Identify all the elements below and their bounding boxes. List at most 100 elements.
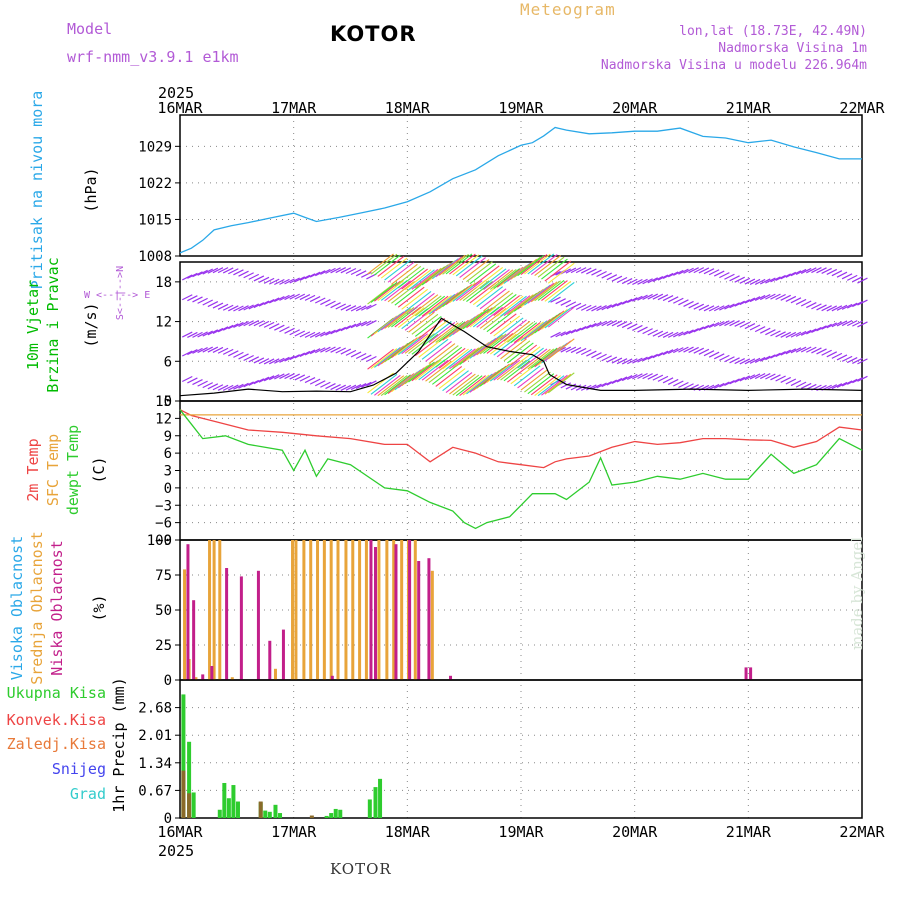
wind-barb bbox=[233, 321, 244, 328]
clouds-y-tick-label: 50 bbox=[155, 603, 172, 619]
wind-barb bbox=[350, 268, 362, 276]
wind-barb bbox=[517, 347, 544, 369]
wind-barb bbox=[744, 297, 756, 304]
wind-barb bbox=[647, 329, 659, 336]
wind-barb bbox=[611, 320, 623, 327]
wind-barb bbox=[367, 348, 394, 370]
wind-barb bbox=[596, 320, 607, 327]
wind-compass: W <--|--> E bbox=[84, 290, 150, 301]
pressure-y-tick-label: 1029 bbox=[138, 139, 172, 155]
wind-barb bbox=[580, 349, 592, 356]
wind-barb bbox=[627, 323, 638, 330]
wind-barb bbox=[550, 296, 561, 303]
wind-barb bbox=[462, 308, 490, 330]
wind-barb bbox=[537, 375, 565, 397]
sfc-temp-side-label: SFC Temp bbox=[44, 434, 62, 506]
low-cloud-bar bbox=[417, 561, 421, 680]
wind-barb bbox=[361, 271, 372, 278]
wind-barb bbox=[493, 268, 521, 289]
wind-barb bbox=[530, 281, 558, 303]
wind-barb bbox=[442, 348, 469, 370]
total-precip-bar bbox=[235, 801, 240, 818]
wind-barb bbox=[462, 259, 490, 280]
bottom-x-tick-label: 16MAR bbox=[157, 823, 203, 841]
wind-barb bbox=[253, 320, 265, 327]
model-label: Model bbox=[67, 20, 113, 38]
snow-side-label: Snijeg bbox=[52, 760, 106, 778]
temperature-y-tick-label: 9 bbox=[164, 429, 172, 445]
wind-barb bbox=[770, 352, 781, 359]
wind-barb bbox=[729, 302, 740, 309]
temperature-ylabel: (C) bbox=[90, 456, 108, 483]
wind-barb bbox=[294, 330, 306, 337]
wind-barb bbox=[541, 258, 568, 280]
mid-cloud-bar bbox=[344, 540, 348, 680]
wind-barb bbox=[432, 363, 459, 385]
station-title: KOTOR bbox=[330, 22, 417, 46]
mid-cloud-bar bbox=[430, 570, 434, 680]
wind-barb bbox=[366, 380, 377, 387]
wind-barb bbox=[637, 356, 648, 363]
wind-barb bbox=[449, 348, 476, 370]
wind-barb bbox=[537, 279, 565, 301]
wind-barb bbox=[591, 383, 602, 390]
wind-barb bbox=[421, 359, 449, 381]
wind-barb bbox=[496, 295, 524, 317]
wind-barb bbox=[274, 278, 285, 286]
low-cloud-bar bbox=[394, 544, 398, 680]
mid-cloud-side-label: Srednja Oblacnost bbox=[28, 531, 46, 685]
wind-barb bbox=[816, 304, 827, 311]
wind-barb bbox=[703, 268, 715, 275]
wind-barb bbox=[414, 295, 442, 317]
wind-barb bbox=[703, 305, 715, 312]
wind-barb bbox=[274, 324, 285, 331]
wind-compass-ns: S<--|-->N bbox=[115, 266, 126, 320]
wind-barb bbox=[493, 295, 521, 316]
wind-barb bbox=[520, 254, 548, 276]
wind-barb bbox=[182, 294, 193, 301]
wind-barb bbox=[449, 253, 476, 275]
wind-barb bbox=[263, 277, 275, 284]
wind-barb bbox=[759, 355, 771, 362]
wind-barb bbox=[775, 351, 786, 358]
wind-barb bbox=[785, 331, 797, 338]
wind-barb bbox=[243, 320, 254, 327]
wind-barb bbox=[826, 268, 838, 275]
wind-barb bbox=[274, 373, 285, 380]
wind-barb bbox=[489, 269, 517, 290]
coordinates-text: lon,lat (18.73E, 42.49N) bbox=[679, 24, 867, 39]
wind-barb bbox=[238, 382, 249, 389]
pressure-ylabel: (hPa) bbox=[82, 167, 100, 212]
total-precip-bar bbox=[263, 810, 268, 818]
wind-barb bbox=[520, 369, 548, 391]
wind-barb bbox=[493, 359, 521, 381]
mid-cloud-bar bbox=[322, 540, 326, 680]
wind-barb bbox=[775, 331, 786, 338]
mid-cloud-bar bbox=[377, 540, 381, 680]
wind-barb bbox=[404, 269, 432, 291]
wind-barb bbox=[309, 331, 321, 338]
wind-barb bbox=[294, 374, 306, 381]
wind-barb bbox=[212, 302, 224, 309]
low-cloud-bar bbox=[408, 540, 412, 680]
wind-barb bbox=[647, 353, 659, 360]
wind-barb bbox=[263, 375, 275, 382]
wind-barb bbox=[857, 321, 868, 328]
mid-cloud-bar bbox=[358, 540, 362, 680]
wind-barb bbox=[754, 278, 766, 285]
mid-cloud-bar bbox=[183, 569, 187, 680]
wind-barb bbox=[698, 324, 710, 331]
low-cloud-bar bbox=[449, 675, 453, 680]
wind-barb bbox=[754, 326, 766, 333]
wind-barb bbox=[652, 352, 664, 359]
mid-cloud-bar bbox=[385, 540, 389, 680]
wind-barb bbox=[263, 298, 275, 306]
wind-barb bbox=[765, 329, 776, 336]
wind-barb bbox=[565, 329, 577, 336]
wind-barb bbox=[476, 267, 504, 288]
wind-barb bbox=[366, 320, 377, 327]
day-gridlines bbox=[293, 115, 749, 818]
wind-barb bbox=[192, 379, 203, 386]
wind-barb bbox=[222, 348, 234, 355]
